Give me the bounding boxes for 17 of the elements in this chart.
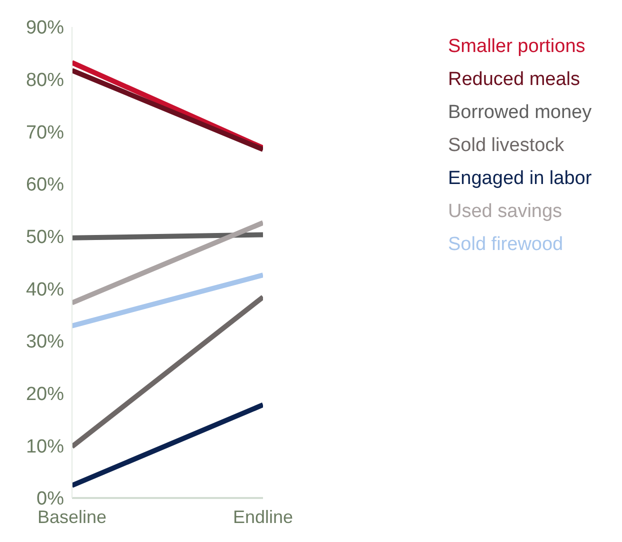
text: Borrowed money [448, 101, 593, 125]
x-tick-label: Endline [232, 506, 294, 527]
text: Engaged in labor [448, 167, 593, 191]
y-tick-label: 20% [26, 384, 64, 406]
y-tick-label: 50% [26, 227, 64, 248]
y-tick-label: 60% [26, 174, 64, 196]
y-tick-label: 70% [26, 122, 64, 144]
text: Smaller portions [448, 35, 586, 59]
y-tick-label: 30% [26, 332, 64, 353]
text: Sold firewood [448, 233, 564, 257]
y-tick-label: 40% [26, 279, 64, 300]
y-tick-label: 80% [26, 70, 64, 92]
text: Reduced meals [448, 68, 582, 92]
text: Sold livestock [448, 134, 566, 158]
text: Used savings [448, 200, 564, 224]
y-tick-label: 10% [26, 436, 64, 458]
y-tick-label: 90% [26, 18, 64, 39]
